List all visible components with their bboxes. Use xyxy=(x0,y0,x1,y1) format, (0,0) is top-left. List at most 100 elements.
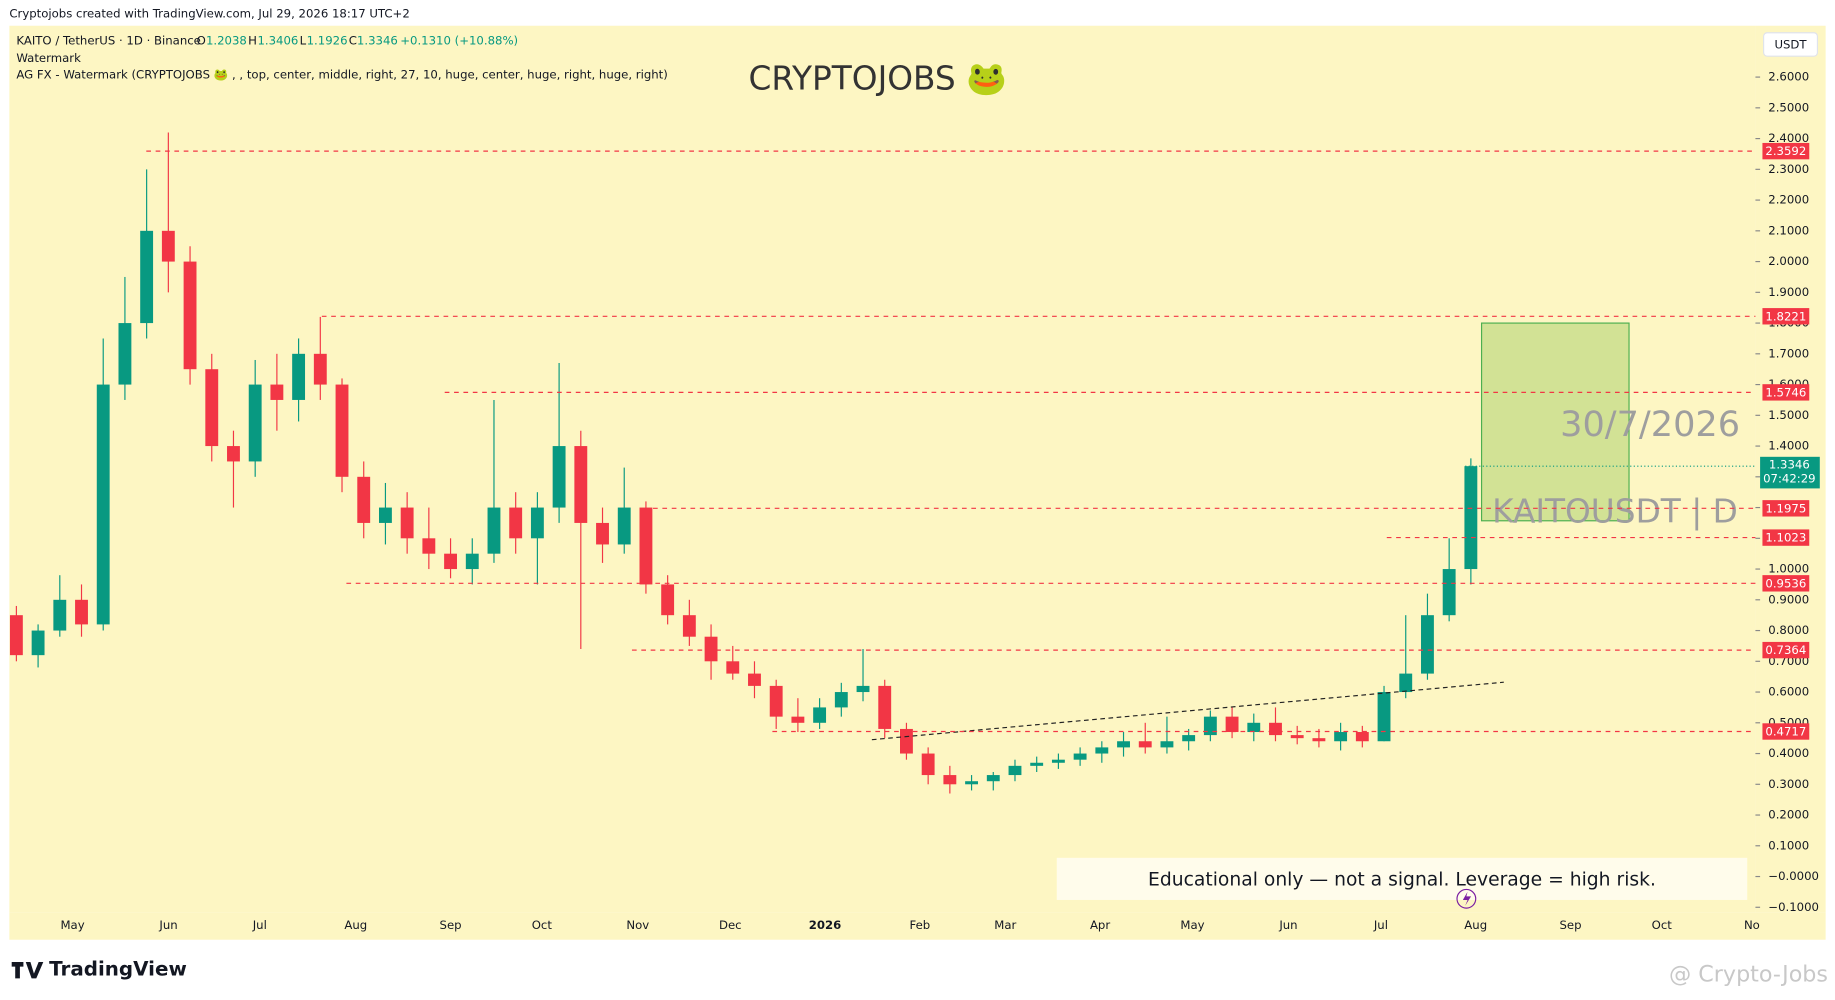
legend-high: 1.3406 xyxy=(257,33,298,47)
candle-body xyxy=(227,446,240,462)
candle-body xyxy=(205,369,219,447)
candle-body xyxy=(1008,765,1022,776)
candle-body xyxy=(1290,735,1304,739)
x-tick-label: Nov xyxy=(626,918,649,932)
candle-body xyxy=(1442,569,1456,616)
x-tick-label: Oct xyxy=(1652,918,1673,932)
legend-open: 1.2038 xyxy=(206,33,247,47)
x-tick-label: Aug xyxy=(1464,918,1487,932)
y-tick-label: 0.9000 xyxy=(1768,592,1809,606)
x-tick-label: Feb xyxy=(909,918,930,932)
candle-body xyxy=(444,553,457,570)
currency[interactable]: USDT xyxy=(1774,38,1807,52)
candle-body xyxy=(639,507,653,585)
candle-body xyxy=(661,584,675,616)
legend-symbol: KAITO / TetherUS · 1D · Binance xyxy=(16,33,201,47)
level-tag xyxy=(1762,575,1810,592)
trendline xyxy=(871,681,1504,741)
last-price-label: 1.3346 xyxy=(1769,458,1810,472)
candle-body xyxy=(9,615,23,656)
candle-body xyxy=(422,538,436,554)
y-tick-label: −0.1000 xyxy=(1768,900,1819,914)
y-tick-label: 2.5000 xyxy=(1768,100,1809,114)
time-axis xyxy=(9,912,1826,940)
currency-button[interactable] xyxy=(1763,32,1819,57)
legend-change: +0.1310 (+10.88%) xyxy=(400,33,518,47)
level-tag xyxy=(1762,142,1810,160)
x-tick-label: Mar xyxy=(994,918,1016,932)
countdown: 07:42:29 xyxy=(1763,472,1816,486)
x-tick-label: 2026 xyxy=(809,918,842,932)
candle-body xyxy=(878,685,892,729)
candle-body xyxy=(552,446,566,508)
level-label: 0.4717 xyxy=(1765,725,1806,739)
x-tick-label: May xyxy=(60,918,84,932)
level-tag xyxy=(1762,384,1810,401)
event-bolt xyxy=(1462,891,1472,906)
candle-body xyxy=(834,692,848,708)
x-tick-label: Dec xyxy=(719,918,742,932)
y-tick-label: 2.4000 xyxy=(1768,131,1809,145)
level-tag xyxy=(1762,723,1810,740)
y-tick-label: 0.6000 xyxy=(1768,685,1809,699)
x-tick-label: Jun xyxy=(1278,918,1297,932)
candle-body xyxy=(1355,732,1369,742)
y-tick-label: 2.1000 xyxy=(1768,223,1809,237)
level-label: 1.8221 xyxy=(1765,309,1806,323)
candle-body xyxy=(574,446,588,523)
x-tick-label: Oct xyxy=(532,918,553,932)
x-tick-label: Sep xyxy=(440,918,462,932)
y-tick-label: 2.2000 xyxy=(1768,193,1809,207)
level-tag xyxy=(1762,500,1810,517)
candle-body xyxy=(118,323,132,385)
y-tick-label: 1.5000 xyxy=(1768,408,1809,422)
candle-body xyxy=(292,353,306,400)
y-tick-label: 0.8000 xyxy=(1768,623,1809,637)
candle-body xyxy=(161,230,175,262)
candle-body xyxy=(335,384,349,477)
candle-body xyxy=(1030,762,1044,766)
candle-body xyxy=(1160,741,1174,748)
x-tick-label: Jul xyxy=(1373,918,1388,932)
candle-body xyxy=(1399,673,1413,693)
y-tick-label: 1.7000 xyxy=(1768,346,1809,360)
candle-body xyxy=(465,553,479,570)
candle-body xyxy=(596,522,609,545)
level-label: 0.7364 xyxy=(1765,643,1806,657)
x-tick-label: Sep xyxy=(1560,918,1582,932)
y-tick-label: 0.2000 xyxy=(1768,808,1809,822)
last-price-tag xyxy=(1760,456,1820,489)
event-icon[interactable] xyxy=(1456,888,1477,909)
candle-body xyxy=(1138,741,1152,748)
candle-body xyxy=(1225,716,1239,733)
candle-body xyxy=(769,685,783,717)
x-tick-label: No xyxy=(1744,918,1760,932)
candle-body xyxy=(986,775,1000,782)
legend-o: O xyxy=(197,33,206,47)
candle-body xyxy=(791,716,805,723)
target-zone xyxy=(1480,322,1630,522)
legend-close: 1.3346 xyxy=(357,33,398,47)
logo-icon xyxy=(11,961,44,979)
candle-body xyxy=(509,507,523,539)
candle-body xyxy=(140,230,154,324)
candle-body xyxy=(617,507,631,545)
level-label: 1.1023 xyxy=(1765,531,1806,545)
y-tick-label: 2.6000 xyxy=(1768,70,1809,84)
candle-body xyxy=(75,599,88,625)
candle-body xyxy=(1247,722,1261,733)
candle-body xyxy=(748,673,761,686)
y-tick-label: 0.3000 xyxy=(1768,777,1809,791)
y-tick-label: 2.3000 xyxy=(1768,162,1809,176)
candles xyxy=(9,132,1478,794)
candle-body xyxy=(682,615,696,637)
level-label: 0.9536 xyxy=(1765,576,1806,590)
zone-symbol: KAITOUSDT | D xyxy=(1492,493,1738,531)
x-tick-label: May xyxy=(1180,918,1204,932)
legend-h: H xyxy=(248,33,257,47)
header: Cryptojobs created with TradingView.com,… xyxy=(9,7,409,21)
candle-body xyxy=(1464,466,1478,570)
y-tick-label: 0.4000 xyxy=(1768,746,1809,760)
legend-l: L xyxy=(300,33,307,47)
candle-body xyxy=(313,353,327,385)
